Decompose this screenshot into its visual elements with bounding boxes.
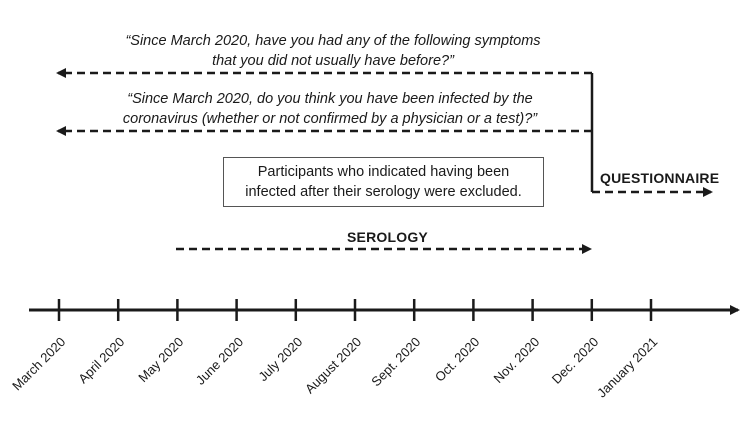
infection-question-line2: coronavirus (whether or not confirmed by…	[122, 111, 538, 127]
infection-question-text: “Since March 2020, do you think you have…	[85, 89, 575, 129]
exclusion-note-box: Participants who indicated having been i…	[223, 157, 544, 207]
questionnaire-label: QUESTIONNAIRE	[600, 170, 720, 186]
symptoms-question-line2: that you did not usually have before?”	[212, 53, 454, 69]
symptoms-question-text: “Since March 2020, have you had any of t…	[103, 31, 563, 71]
timeline-ticks	[57, 299, 653, 321]
symptoms-question-line1: “Since March 2020, have you had any of t…	[125, 33, 541, 49]
exclusion-note-line1: Participants who indicated having been	[257, 164, 510, 180]
infection-question-line1: “Since March 2020, do you think you have…	[127, 91, 533, 107]
exclusion-note-line2: infected after their serology were exclu…	[245, 184, 522, 200]
serology-label: SEROLOGY	[347, 229, 428, 245]
